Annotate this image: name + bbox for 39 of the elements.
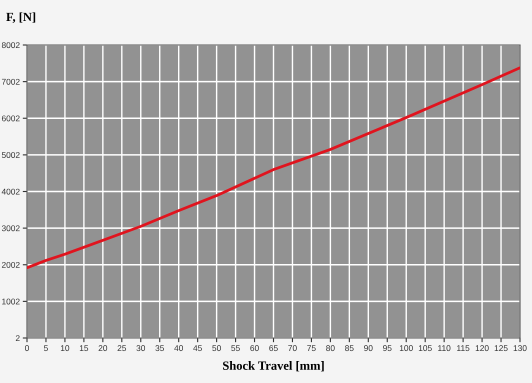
x-tick-label: 15 <box>80 345 88 352</box>
x-tick-label: 30 <box>136 345 146 352</box>
x-tick-label: 95 <box>383 345 392 352</box>
x-tick-label: 115 <box>457 345 470 352</box>
x-tick-label: 80 <box>326 345 335 352</box>
chart-title: F, [N] <box>6 12 36 23</box>
y-tick-label: 5002 <box>2 152 20 158</box>
y-tick-label: 1002 <box>2 298 20 304</box>
x-tick-label: 45 <box>193 345 202 352</box>
x-tick-label: 130 <box>514 345 527 352</box>
x-tick-label: 105 <box>418 345 432 352</box>
y-tick-label: 4002 <box>2 188 20 195</box>
x-tick-label: 100 <box>400 345 413 352</box>
x-tick-label: 70 <box>288 345 297 352</box>
x-tick-label: 60 <box>250 345 259 352</box>
y-tick-label: 2 <box>16 335 20 342</box>
x-tick-label: 5 <box>44 345 48 352</box>
y-tick-label: 7002 <box>2 78 20 85</box>
x-tick-label: 55 <box>231 345 240 352</box>
x-tick-label: 65 <box>269 345 278 352</box>
x-axis-title: Shock Travel [mm] <box>223 361 324 372</box>
x-tick-label: 35 <box>155 345 164 352</box>
x-tick-label: 25 <box>118 345 126 352</box>
x-tick-label: 120 <box>476 345 489 352</box>
x-tick-label: 75 <box>307 345 316 352</box>
x-tick-label: 85 <box>345 345 354 352</box>
y-tick-label: 6002 <box>2 115 20 122</box>
x-tick-label: 110 <box>438 345 450 352</box>
y-tick-label: 3002 <box>2 225 20 232</box>
x-tick-label: 90 <box>364 345 373 352</box>
y-tick-label: 2002 <box>2 262 20 268</box>
x-tick-label: 40 <box>174 345 183 352</box>
line-series <box>27 66 520 270</box>
x-tick-label: 10 <box>60 345 70 352</box>
x-tick-label: 50 <box>212 345 221 352</box>
x-tick-label: 0 <box>25 345 29 352</box>
x-tick-label: 125 <box>494 345 508 352</box>
y-tick-label: 8002 <box>2 42 20 48</box>
x-tick-label: 20 <box>98 345 108 352</box>
